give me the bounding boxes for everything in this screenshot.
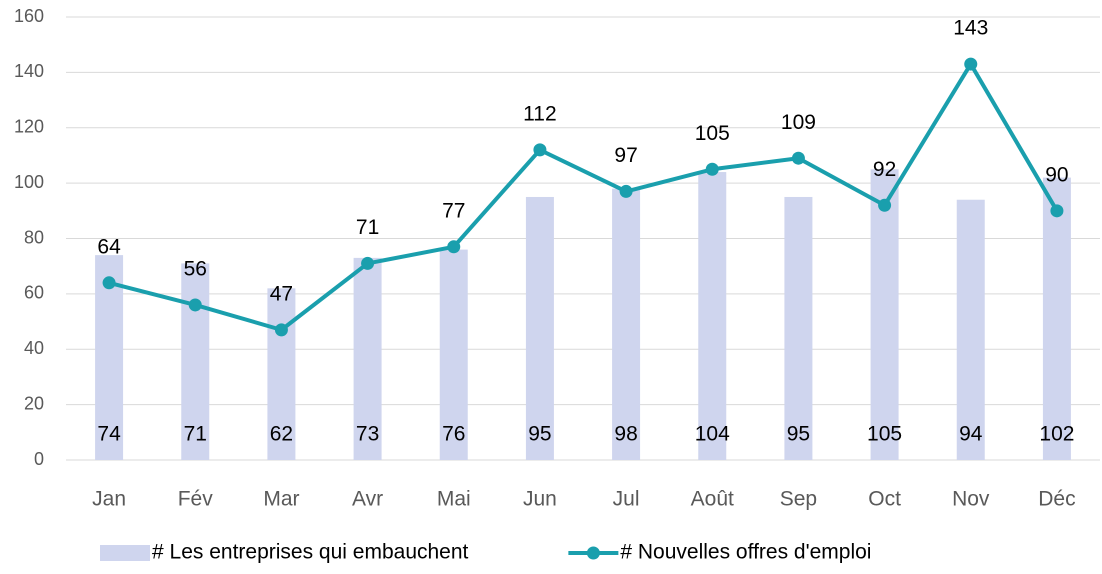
- bar-value-label: 95: [787, 423, 810, 446]
- x-tick-label: Jun: [523, 488, 557, 511]
- x-tick-label: Oct: [868, 488, 901, 511]
- y-tick-label: 60: [24, 283, 44, 303]
- x-tick-label: Mar: [263, 488, 299, 511]
- line-value-label: 71: [356, 216, 379, 239]
- line-value-label: 143: [953, 17, 988, 40]
- line: [108, 62, 1059, 332]
- bar: [353, 257, 382, 460]
- line-value-label: 105: [695, 122, 730, 145]
- y-tick-label: 20: [24, 393, 44, 413]
- bar: [956, 199, 985, 461]
- line-point: [361, 256, 375, 270]
- line-value-label: 92: [873, 158, 896, 181]
- bar-value-label: 76: [442, 423, 465, 446]
- line-value-label: 77: [442, 199, 465, 222]
- bar-value-label: 73: [356, 423, 379, 446]
- bar: [181, 263, 210, 460]
- x-tick-label: Août: [691, 488, 734, 511]
- x-tick-label: Jul: [613, 488, 640, 511]
- line-point: [705, 162, 719, 176]
- line-point: [102, 276, 116, 290]
- line-value-label: 64: [97, 235, 121, 258]
- x-tick-label: Sep: [780, 488, 817, 511]
- legend-marker: [586, 546, 600, 560]
- x-tick-label: Fév: [178, 488, 214, 511]
- bar: [784, 196, 813, 460]
- line-point: [447, 240, 461, 254]
- y-tick-label: 0: [34, 449, 44, 469]
- bar-value-label: 95: [528, 423, 551, 446]
- line-value-label: 109: [781, 111, 816, 134]
- bar-value-label: 74: [97, 423, 121, 446]
- line-value-label: 90: [1045, 163, 1068, 186]
- y-tick-label: 40: [24, 338, 44, 358]
- bar: [267, 288, 296, 460]
- bar-value-label: 104: [695, 423, 730, 446]
- line-value-label: 97: [614, 144, 637, 167]
- line-value-label: 47: [270, 282, 293, 305]
- bar-value-label: 105: [867, 423, 902, 446]
- bar: [525, 196, 554, 460]
- x-tick-label: Déc: [1038, 488, 1075, 511]
- y-tick-label: 80: [24, 227, 44, 247]
- x-tick-label: Mai: [437, 488, 471, 511]
- bar-value-label: 94: [959, 423, 983, 446]
- legend-label: # Les entreprises qui embauchent: [152, 541, 469, 564]
- bar: [612, 188, 641, 460]
- line-point: [533, 143, 547, 157]
- y-tick-label: 160: [14, 6, 44, 26]
- line-point: [188, 298, 202, 312]
- legend-label: # Nouvelles offres d'emploi: [620, 541, 871, 564]
- line-point: [274, 323, 288, 337]
- line-value-label: 112: [523, 102, 556, 125]
- bar: [698, 172, 727, 461]
- y-tick-label: 100: [14, 172, 44, 192]
- line-point: [878, 198, 892, 212]
- line-point: [619, 184, 633, 198]
- x-tick-label: Jan: [92, 488, 126, 511]
- bar-value-label: 71: [184, 423, 207, 446]
- y-tick-label: 140: [14, 61, 44, 81]
- line-point: [1050, 204, 1064, 218]
- legend-swatch: [100, 545, 150, 561]
- bar-value-label: 102: [1039, 423, 1074, 446]
- y-tick-label: 120: [14, 117, 44, 137]
- bar: [870, 169, 899, 460]
- line-point: [791, 151, 805, 165]
- bar-value-label: 62: [270, 423, 293, 446]
- x-tick-label: Avr: [352, 488, 383, 511]
- x-tick-label: Nov: [952, 488, 990, 511]
- bar: [439, 249, 468, 460]
- bar-value-label: 98: [614, 423, 637, 446]
- line-point: [964, 57, 978, 71]
- bar: [1042, 177, 1071, 460]
- line-value-label: 56: [184, 257, 207, 280]
